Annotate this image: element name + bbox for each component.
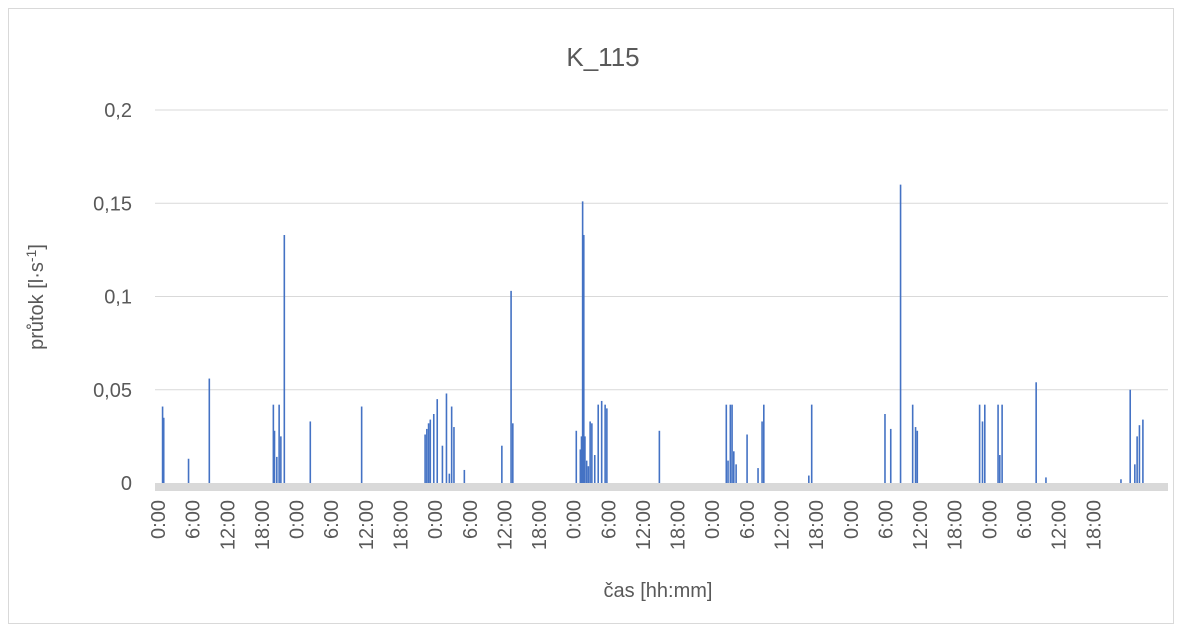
x-tick-label: 6:00 (460, 500, 482, 539)
x-tick-label: 18:00 (1083, 500, 1105, 550)
x-tick-label: 0:00 (841, 500, 863, 539)
x-tick-label: 12:00 (494, 500, 516, 550)
x-tick-label: 12:00 (356, 500, 378, 550)
x-tick-label: 6:00 (183, 500, 205, 539)
chart-frame (8, 8, 1174, 624)
y-tick-label: 0 (121, 473, 132, 495)
y-axis-label: průtok [l·s-1] (23, 244, 48, 350)
x-axis-band (155, 483, 1168, 491)
x-tick-label: 0:00 (564, 500, 586, 539)
x-tick-label: 12:00 (633, 500, 655, 550)
x-tick-label: 0:00 (425, 500, 447, 539)
y-tick-label: 0,1 (104, 287, 132, 309)
x-tick-label: 6:00 (737, 500, 759, 539)
x-tick-label: 0:00 (702, 500, 724, 539)
x-tick-label: 18:00 (945, 500, 967, 550)
x-tick-label: 18:00 (529, 500, 551, 550)
gridlines (155, 109, 1168, 391)
y-tick-label: 0,05 (93, 380, 132, 402)
x-tick-label: 18:00 (390, 500, 412, 550)
x-tick-label: 6:00 (1014, 500, 1036, 539)
x-tick-label: 18:00 (806, 500, 828, 550)
x-tick-label: 0:00 (148, 500, 170, 539)
x-tick-label: 12:00 (1049, 500, 1071, 550)
y-tick-label: 0,15 (93, 193, 132, 215)
x-tick-label: 6:00 (875, 500, 897, 539)
x-tick-label: 12:00 (217, 500, 239, 550)
x-axis-label: čas [hh:mm] (604, 580, 713, 602)
x-tick-label: 6:00 (598, 500, 620, 539)
x-tick-label: 0:00 (979, 500, 1001, 539)
x-tick-label: 18:00 (252, 500, 274, 550)
x-tick-label: 6:00 (321, 500, 343, 539)
y-axis-label-sup: -1 (23, 249, 39, 262)
x-tick-label: 0:00 (287, 500, 309, 539)
chart-title: K_115 (566, 42, 639, 72)
y-tick-label: 0,2 (104, 100, 132, 122)
y-axis-label-main: průtok [l·s (26, 262, 48, 350)
x-tick-labels: 0:00 6:00 12:00 18:00 0:00 6:00 12:00 18:00 0:00… (148, 500, 1105, 550)
x-tick-label: 18:00 (668, 500, 690, 550)
y-axis-label-end: ] (26, 244, 48, 250)
data-series (161, 184, 1144, 483)
x-tick-label: 12:00 (772, 500, 794, 550)
x-tick-label: 12:00 (910, 500, 932, 550)
y-tick-labels: 0 0,05 0,1 0,15 0,2 (93, 100, 132, 495)
